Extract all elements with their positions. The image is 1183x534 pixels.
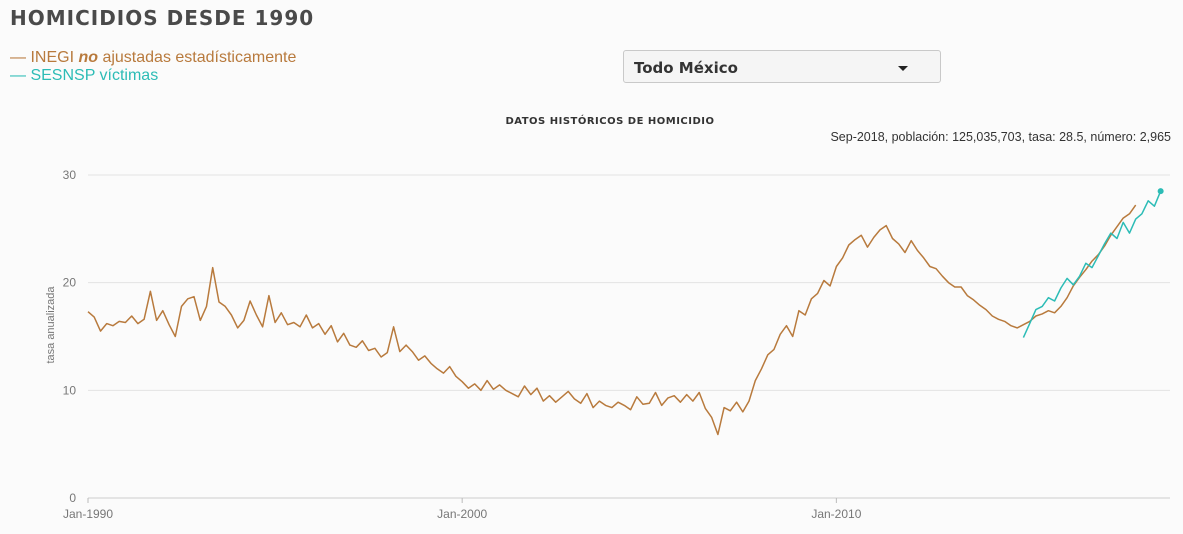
hover-readout: Sep-2018, población: 125,035,703, tasa: … — [830, 130, 1171, 144]
legend-sesnsp-label: — SESNSP víctimas — [10, 67, 159, 84]
region-select[interactable]: Todo México — [623, 50, 941, 83]
grid-lines — [88, 174, 1170, 391]
page-title: HOMICIDIOS DESDE 1990 — [10, 6, 315, 30]
y-tick-label-10: 10 — [63, 383, 77, 397]
legend: — INEGI no ajustadas estadísticamente — … — [10, 49, 296, 85]
y-tick-label-0: 0 — [69, 491, 76, 505]
legend-inegi-suffix: ajustadas estadísticamente — [98, 49, 297, 66]
y-tick-label-20: 20 — [63, 276, 77, 290]
legend-item-inegi: — INEGI no ajustadas estadísticamente — [10, 49, 296, 67]
y-tick-label-30: 30 — [63, 168, 77, 182]
x-tick-label-Jan-1990: Jan-1990 — [63, 507, 113, 521]
series-endpoint-marker — [1157, 188, 1164, 195]
series-line-2 — [1022, 190, 1162, 338]
y-axis-ticks: 0 10 20 30 — [63, 168, 77, 505]
legend-inegi-prefix: — INEGI — [10, 49, 79, 66]
region-select-value: Todo México — [634, 59, 738, 77]
series-line-1 — [87, 204, 1137, 436]
x-tick-label-Jan-2000: Jan-2000 — [437, 507, 487, 521]
caret-down-icon — [898, 66, 908, 71]
chart-title: DATOS HISTÓRICOS DE HOMICIDIO — [505, 116, 715, 127]
x-axis: Jan-1990 Jan-2000 Jan-2010 — [63, 497, 1170, 521]
series-lines — [87, 188, 1164, 436]
legend-item-sesnsp: — SESNSP víctimas — [10, 67, 296, 85]
legend-inegi-emphasis: no — [78, 49, 98, 66]
y-axis-label: tasa anualizada — [45, 286, 57, 364]
x-tick-label-Jan-2010: Jan-2010 — [811, 507, 861, 521]
